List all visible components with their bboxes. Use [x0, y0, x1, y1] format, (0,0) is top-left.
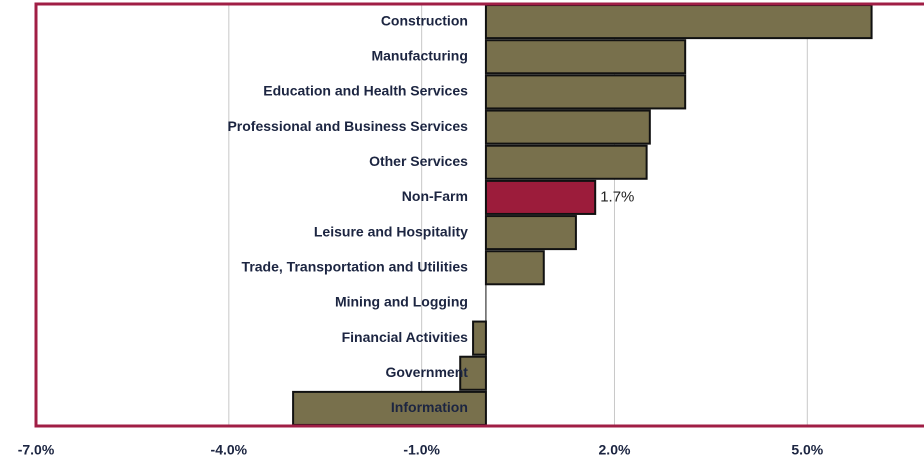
bar	[472, 320, 487, 356]
category-label: Leisure and Hospitality	[314, 223, 468, 239]
category-label: Trade, Transportation and Utilities	[242, 258, 469, 274]
category-label: Government	[385, 364, 468, 380]
x-tick-label: -1.0%	[403, 442, 440, 458]
x-tick-label: -7.0%	[18, 442, 55, 458]
category-label: Financial Activities	[342, 329, 469, 345]
x-tick-label: 2.0%	[599, 442, 631, 458]
value-label: 1.7%	[600, 188, 634, 205]
bar	[484, 39, 687, 75]
x-tick-label: -4.0%	[211, 442, 248, 458]
bar	[484, 215, 577, 251]
category-label: Manufacturing	[371, 47, 467, 63]
bar	[484, 144, 648, 180]
category-label: Non-Farm	[402, 188, 468, 204]
bar	[484, 74, 687, 110]
plot-frame	[34, 2, 924, 428]
category-label: Education and Health Services	[263, 83, 468, 99]
category-label: Other Services	[369, 153, 468, 169]
category-label: Construction	[381, 12, 468, 28]
bar	[484, 250, 545, 286]
category-label: Information	[391, 399, 468, 415]
category-label: Professional and Business Services	[227, 118, 468, 134]
bar	[484, 4, 873, 40]
bar	[484, 179, 597, 215]
category-label: Mining and Logging	[335, 294, 468, 310]
bar	[484, 109, 651, 145]
x-tick-label: 5.0%	[791, 442, 823, 458]
